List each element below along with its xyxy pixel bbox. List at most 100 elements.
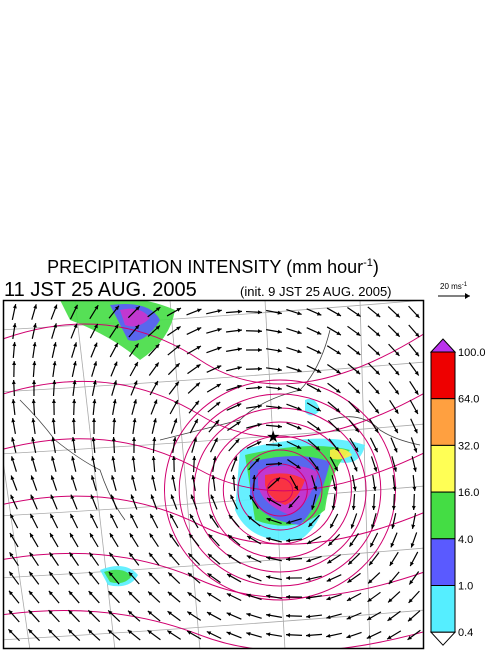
arrow-head [395,313,400,318]
wind-arrow [386,630,402,640]
wind-arrow [286,384,302,392]
wind-arrow [28,590,40,604]
arrow-head [316,407,321,412]
wind-arrow [88,590,100,604]
wind-arrow [249,494,259,510]
arrow-head [114,324,119,329]
wind-arrow [170,494,178,510]
wind-arrow [108,590,120,604]
wind-arrow [109,532,119,548]
wind-arrow [266,348,282,353]
wind-arrow [407,629,421,641]
wind-arrow [186,611,202,621]
isobar [4,438,423,492]
arrow-head [89,533,94,538]
arrow-head [247,515,253,521]
arrow-head [90,513,95,519]
arrow-head [107,629,113,634]
wind-arrow [346,592,362,602]
wind-arrow [68,590,80,604]
arrow-head [197,308,202,313]
arrow-head [128,571,133,577]
wind-arrow [388,343,400,357]
arrow-head [297,330,302,335]
arrow-head [237,328,242,333]
wind-arrow [306,364,322,374]
wind-arrow [28,571,40,585]
wind-arrow [206,383,222,393]
arrow-head [176,308,181,312]
arrow-head [212,456,217,461]
wind-arrow [130,380,138,396]
arrow-head [152,437,157,442]
arrow-head [113,361,118,367]
wind-arrow [187,572,201,584]
title-close: ) [373,257,379,277]
arrow-head [72,361,77,366]
arrow-head [71,456,76,461]
wind-arrow [387,306,401,318]
arrow-head [409,580,414,585]
wind-arrow [128,324,140,338]
wind-arrow [147,306,161,318]
wind-arrow [147,325,161,337]
arrow-head [134,361,138,367]
arrow-head [356,331,361,336]
arrow-head [373,447,378,453]
arrow-head [227,554,232,559]
arrow-head [8,590,14,596]
wind-arrow [368,552,380,566]
wind-arrow [329,513,339,529]
arrow-head [233,456,238,461]
arrow-head [216,383,221,388]
wind-arrow [69,552,79,566]
wind-arrow [207,572,221,584]
arrow-head [171,475,176,480]
wind-arrow [409,399,419,415]
arrow-head [206,631,212,636]
colorbar-label: 0.4 [458,627,473,639]
arrow-head [277,424,282,429]
wind-arrow [327,364,341,374]
wind-arrow [410,532,418,548]
wind-arrow [71,456,77,472]
wind-arrow [226,366,242,372]
arrow-head [334,466,338,472]
colorbar-cap [429,338,457,353]
wind-arrow [349,437,359,453]
isobar [208,421,352,559]
wind-arrow [246,441,262,449]
arrow-head [176,326,181,331]
wind-arrow [110,494,118,510]
wind-arrow [107,610,121,622]
wind-arrow [371,513,377,529]
wind-arrow [326,307,342,317]
arrow-head [395,332,400,337]
wind-arrow [265,461,283,466]
wind-arrow [226,573,242,583]
arrow-head [132,437,137,442]
arrow-head [369,560,374,566]
graticule [4,609,423,641]
wind-arrow [87,609,101,623]
arrow-head [266,613,271,618]
arrow-head [247,535,252,540]
arrow-head [149,533,154,538]
wind-arrow [349,533,359,547]
wind-arrow [48,590,60,604]
arrow-head [375,389,380,394]
arrow-head [237,366,242,371]
wind-arrow [307,439,321,451]
wind-arrow [245,385,263,390]
wind-arrow [31,437,37,453]
arrow-head [52,361,57,366]
wind-arrow [286,365,302,373]
arrow-head [286,632,291,637]
wind-arrow [391,456,397,472]
wind-arrow [408,305,420,319]
wind-arrow [148,571,160,585]
wind-arrow [367,362,381,376]
arrow-head [390,542,395,548]
arrow-head [246,555,252,560]
arrow-head [108,571,113,577]
